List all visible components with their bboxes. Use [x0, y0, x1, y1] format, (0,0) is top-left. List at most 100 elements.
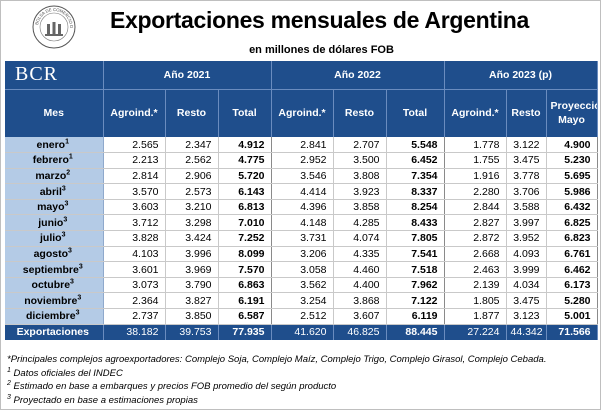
- value-cell: 3.588: [506, 199, 547, 216]
- value-cell: 3.868: [333, 292, 387, 310]
- value-cell: 7.354: [386, 168, 445, 185]
- value-cell: 4.335: [333, 246, 387, 263]
- total-label: Exportaciones: [5, 324, 104, 341]
- month-cell: diciembre3: [5, 308, 104, 325]
- value-cell: 6.452: [386, 152, 445, 169]
- month-cell: mayo3: [5, 199, 104, 216]
- year-header: Año 2022: [271, 61, 445, 89]
- page-title: Exportaciones mensuales de Argentina: [109, 7, 530, 33]
- value-cell: 3.475: [506, 292, 547, 310]
- table-row: julio3 3.828 3.424 7.252 3.731 4.074 7.805 2.87…: [5, 230, 598, 247]
- table-row: febrero1 2.213 2.562 4.775 2.952 3.500 6.452 1.…: [5, 152, 598, 169]
- value-cell: 4.396: [271, 199, 334, 216]
- column-header: Agroind.*: [103, 88, 166, 137]
- column-header-proyeccion: Proyección Mayo: [546, 88, 598, 137]
- value-cell: 3.073: [103, 277, 166, 294]
- year-header: Año 2023 (p): [444, 61, 598, 89]
- value-cell: 6.813: [218, 199, 272, 216]
- column-header-mes: Mes: [5, 88, 104, 137]
- value-cell: 3.790: [165, 277, 219, 294]
- value-cell: 1.755: [444, 152, 507, 169]
- value-cell: 4.285: [333, 214, 387, 232]
- value-cell: 3.607: [333, 308, 387, 325]
- value-cell: 2.814: [103, 168, 166, 185]
- value-cell: 3.254: [271, 292, 334, 310]
- value-cell: 2.906: [165, 168, 219, 185]
- value-cell: 3.601: [103, 261, 166, 278]
- value-cell: 3.475: [506, 152, 547, 169]
- value-cell: 2.827: [444, 214, 507, 232]
- value-cell: 2.872: [444, 230, 507, 247]
- value-cell: 6.191: [218, 292, 272, 310]
- footnotes: *Principales complejos agroexportadores:…: [7, 353, 546, 407]
- month-cell: julio3: [5, 230, 104, 247]
- month-cell: enero1: [5, 137, 104, 154]
- value-cell: 7.518: [386, 261, 445, 278]
- column-header: Total: [218, 88, 272, 137]
- value-cell: 2.565: [103, 137, 166, 154]
- column-header: Resto: [506, 88, 547, 137]
- value-cell: 3.570: [103, 183, 166, 200]
- value-cell: 6.432: [546, 199, 598, 216]
- value-cell: 2.952: [271, 152, 334, 169]
- value-cell: 4.093: [506, 246, 547, 263]
- value-cell: 2.562: [165, 152, 219, 169]
- total-cell: 38.182: [103, 324, 166, 341]
- value-cell: 5.720: [218, 168, 272, 185]
- value-cell: 4.074: [333, 230, 387, 247]
- value-cell: 3.952: [506, 230, 547, 247]
- value-cell: 4.103: [103, 246, 166, 263]
- value-cell: 1.805: [444, 292, 507, 310]
- value-cell: 3.058: [271, 261, 334, 278]
- footnote: 1 Datos oficiales del INDEC: [7, 366, 123, 379]
- table-row: abril3 3.570 2.573 6.143 4.414 3.923 8.337 2.28…: [5, 183, 598, 200]
- value-cell: 6.825: [546, 214, 598, 232]
- value-cell: 3.210: [165, 199, 219, 216]
- column-header: Agroind.*: [444, 88, 507, 137]
- value-cell: 3.206: [271, 246, 334, 263]
- value-cell: 6.462: [546, 261, 598, 278]
- value-cell: 6.823: [546, 230, 598, 247]
- value-cell: 7.252: [218, 230, 272, 247]
- footnote: 3 Proyectado en base a estimaciones prop…: [7, 393, 198, 406]
- value-cell: 5.280: [546, 292, 598, 310]
- value-cell: 5.548: [386, 137, 445, 154]
- value-cell: 3.424: [165, 230, 219, 247]
- month-cell: junio3: [5, 214, 104, 232]
- year-header: Año 2021: [103, 61, 272, 89]
- value-cell: 5.695: [546, 168, 598, 185]
- value-cell: 6.119: [386, 308, 445, 325]
- value-cell: 5.230: [546, 152, 598, 169]
- footnote: *Principales complejos agroexportadores:…: [7, 354, 547, 365]
- value-cell: 3.808: [333, 168, 387, 185]
- value-cell: 7.962: [386, 277, 445, 294]
- value-cell: 2.844: [444, 199, 507, 216]
- value-cell: 2.668: [444, 246, 507, 263]
- value-cell: 3.731: [271, 230, 334, 247]
- total-cell: 77.935: [218, 324, 272, 341]
- value-cell: 8.337: [386, 183, 445, 200]
- table-row: octubre3 3.073 3.790 6.863 3.562 4.400 7.962 2.…: [5, 277, 598, 294]
- value-cell: 3.122: [506, 137, 547, 154]
- footnote: 2 Estimado en base a embarques y precios…: [7, 380, 337, 393]
- column-header: Total: [386, 88, 445, 137]
- value-cell: 4.034: [506, 277, 547, 294]
- value-cell: 2.280: [444, 183, 507, 200]
- value-cell: 4.775: [218, 152, 272, 169]
- value-cell: 5.986: [546, 183, 598, 200]
- value-cell: 6.587: [218, 308, 272, 325]
- month-cell: octubre3: [5, 277, 104, 294]
- total-cell: 46.825: [333, 324, 387, 341]
- total-cell: 39.753: [165, 324, 219, 341]
- value-cell: 2.707: [333, 137, 387, 154]
- value-cell: 7.541: [386, 246, 445, 263]
- value-cell: 3.706: [506, 183, 547, 200]
- value-cell: 3.969: [165, 261, 219, 278]
- value-cell: 4.912: [218, 137, 272, 154]
- total-cell: 88.445: [386, 324, 445, 341]
- value-cell: 3.997: [506, 214, 547, 232]
- value-cell: 5.001: [546, 308, 598, 325]
- column-header: Agroind.*: [271, 88, 334, 137]
- table-row: noviembre3 2.364 3.827 6.191 3.254 3.868 7.122…: [5, 292, 598, 310]
